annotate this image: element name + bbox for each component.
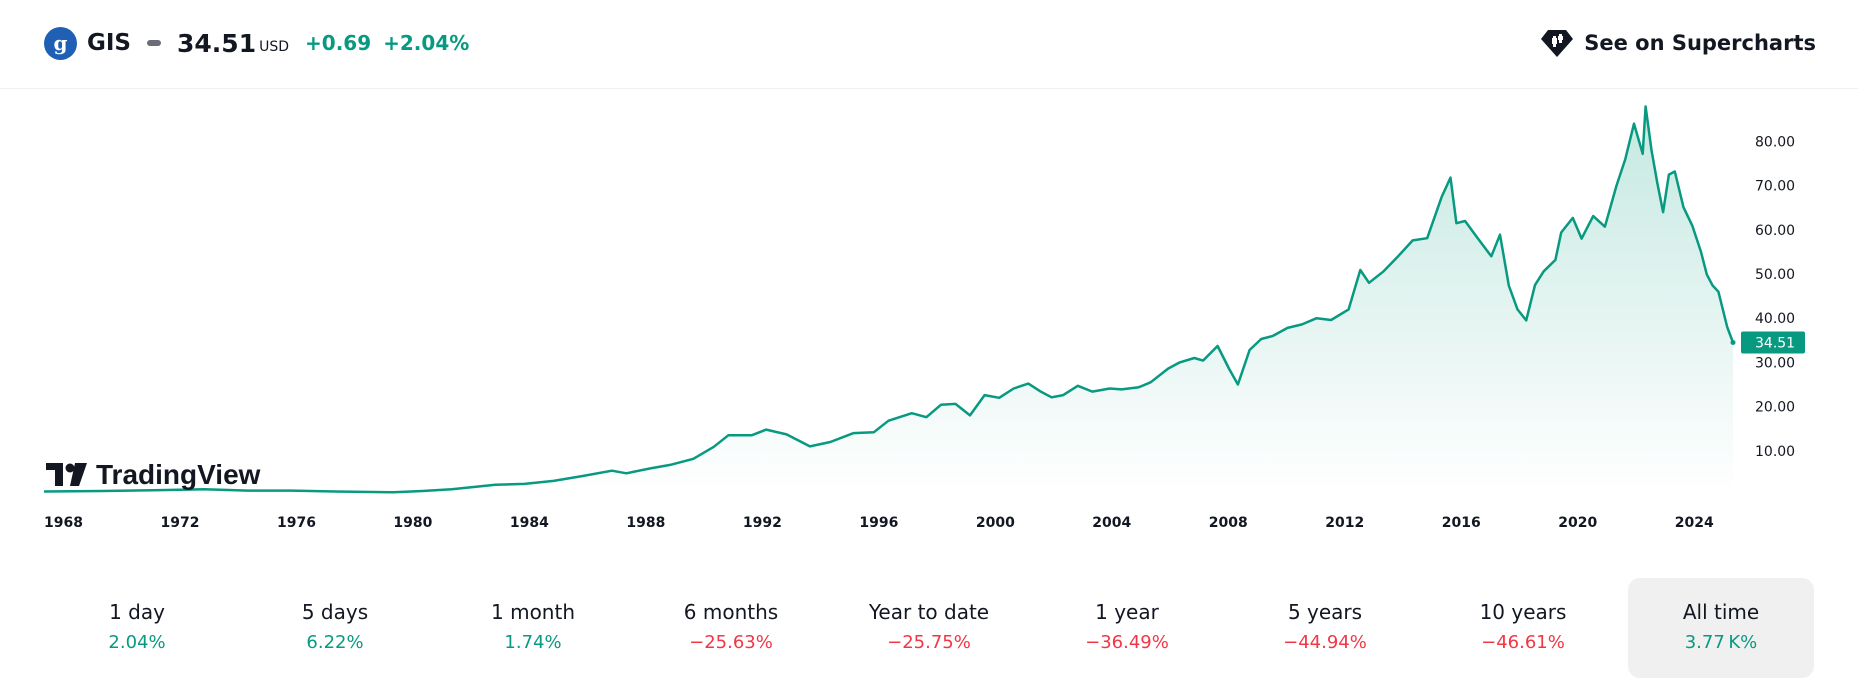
period-change: −46.61% bbox=[1481, 632, 1565, 653]
period-label: 1 month bbox=[491, 600, 575, 624]
x-axis-tick-label: 2024 bbox=[1675, 515, 1714, 531]
y-axis-tick-label: 80.00 bbox=[1755, 134, 1795, 150]
period-label: 1 year bbox=[1095, 600, 1159, 624]
period-change: 1.74% bbox=[504, 632, 562, 653]
x-axis-tick-label: 1968 bbox=[44, 515, 83, 531]
y-axis-tick-label: 10.00 bbox=[1755, 444, 1795, 460]
x-axis-tick-label: 2004 bbox=[1092, 515, 1131, 531]
period-change: 6.22% bbox=[306, 632, 364, 653]
last-price: 34.51 bbox=[177, 28, 257, 58]
period-label: 1 day bbox=[109, 600, 165, 624]
price-chart[interactable]: 10.00 20.00 30.00 40.00 50.00 60.00 70.00 80.00… bbox=[0, 88, 1858, 538]
period-6-months[interactable]: 6 months −25.63% bbox=[638, 578, 824, 678]
period-1-year[interactable]: 1 year −36.49% bbox=[1034, 578, 1220, 678]
market-status-dash bbox=[147, 40, 162, 46]
period-change: −25.75% bbox=[887, 632, 971, 653]
x-axis-tick-label: 1988 bbox=[626, 515, 665, 531]
period-label: 6 months bbox=[683, 600, 779, 624]
tradingview-wordmark: TradingView bbox=[96, 459, 261, 490]
x-axis-tick-label: 2008 bbox=[1209, 515, 1248, 531]
period-change: 3.77 K% bbox=[1684, 632, 1758, 653]
price-area-fill bbox=[44, 106, 1733, 493]
header: g GIS 34.51 USD +0.69 +2.04% See on Supe… bbox=[0, 0, 1858, 89]
company-logo-glyph: g bbox=[53, 31, 68, 55]
price-change: +0.69 bbox=[305, 31, 372, 55]
x-axis-tick-label: 2016 bbox=[1442, 515, 1481, 531]
y-axis-tick-label: 70.00 bbox=[1755, 179, 1795, 195]
period-5-days[interactable]: 5 days 6.22% bbox=[242, 578, 428, 678]
last-point-marker bbox=[1730, 340, 1736, 345]
x-axis-tick-label: 2020 bbox=[1558, 515, 1597, 531]
y-axis-tick-label: 20.00 bbox=[1755, 400, 1795, 416]
company-logo-icon: g bbox=[44, 26, 77, 60]
last-price-label-bg bbox=[1741, 331, 1805, 354]
period-year-to-date[interactable]: Year to date −25.75% bbox=[836, 578, 1022, 678]
price-change-percent: +2.04% bbox=[383, 31, 470, 55]
y-axis-tick-label: 50.00 bbox=[1755, 267, 1795, 283]
currency-label: USD bbox=[259, 39, 290, 55]
price-chart-svg[interactable]: 10.00 20.00 30.00 40.00 50.00 60.00 70.00 80.00… bbox=[0, 88, 1858, 538]
period-label: All time bbox=[1682, 600, 1760, 624]
period-5-years[interactable]: 5 years −44.94% bbox=[1232, 578, 1418, 678]
performance-periods: 1 day 2.04% 5 days 6.22% 1 month 1.74% 6… bbox=[44, 578, 1816, 678]
period-change: 2.04% bbox=[108, 632, 166, 653]
period-label: 5 days bbox=[301, 600, 369, 624]
period-label: Year to date bbox=[868, 600, 990, 624]
period-1-month[interactable]: 1 month 1.74% bbox=[440, 578, 626, 678]
price-series-line bbox=[43, 105, 1735, 494]
x-axis-tick-label: 1972 bbox=[161, 515, 200, 531]
period-change: −44.94% bbox=[1283, 632, 1367, 653]
symbol-summary: g GIS 34.51 USD +0.69 +2.04% bbox=[44, 26, 469, 60]
x-axis-tick-label: 1996 bbox=[859, 515, 898, 531]
period-change: −25.63% bbox=[689, 632, 773, 653]
period-label: 10 years bbox=[1479, 600, 1567, 624]
period-1-day[interactable]: 1 day 2.04% bbox=[44, 578, 230, 678]
y-axis-tick-label: 40.00 bbox=[1755, 311, 1795, 327]
tradingview-logo-icon bbox=[46, 463, 87, 486]
y-axis-tick-label: 60.00 bbox=[1755, 223, 1795, 239]
ticker-symbol[interactable]: GIS bbox=[87, 30, 132, 56]
x-axis-tick-label: 1976 bbox=[277, 515, 316, 531]
x-axis-tick-label: 2012 bbox=[1325, 515, 1364, 531]
period-all-time[interactable]: All time 3.77 K% bbox=[1628, 578, 1814, 678]
last-price-label-text: 34.51 bbox=[1755, 336, 1795, 352]
x-axis-tick-label: 2000 bbox=[976, 515, 1015, 531]
last-price-label: 34.51 bbox=[1741, 331, 1805, 354]
period-label: 5 years bbox=[1287, 600, 1363, 624]
period-change: −36.49% bbox=[1085, 632, 1169, 653]
y-axis-tick-label: 30.00 bbox=[1755, 355, 1795, 371]
x-axis-tick-label: 1980 bbox=[393, 515, 432, 531]
x-axis-tick-label: 1992 bbox=[743, 515, 782, 531]
see-on-supercharts-button[interactable]: See on Supercharts bbox=[1540, 26, 1816, 60]
period-10-years[interactable]: 10 years −46.61% bbox=[1430, 578, 1616, 678]
see-on-supercharts-label: See on Supercharts bbox=[1584, 31, 1816, 55]
supercharts-icon bbox=[1541, 30, 1574, 57]
tradingview-logo: TradingView bbox=[46, 459, 261, 490]
x-axis-tick-label: 1984 bbox=[510, 515, 549, 531]
